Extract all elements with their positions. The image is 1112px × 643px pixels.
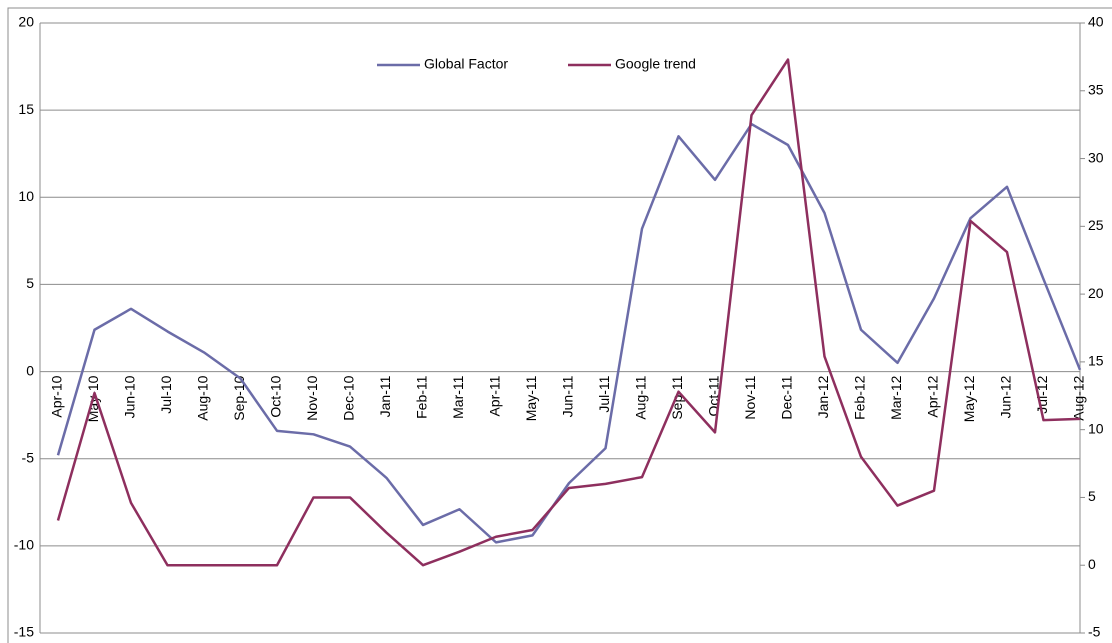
- x-tick-label: Aug-12: [1071, 375, 1087, 420]
- x-tick-label: Jun-10: [122, 375, 138, 418]
- x-tick-label: May-12: [961, 375, 977, 422]
- x-tick-label: Jan-12: [815, 375, 831, 418]
- y-tick-label: 10: [18, 188, 34, 204]
- x-tick-label: Nov-11: [742, 375, 758, 419]
- y2-tick-label: 40: [1088, 14, 1104, 30]
- x-tick-label: Dec-10: [341, 375, 357, 420]
- y-tick-label: 20: [18, 14, 34, 30]
- x-tick-label: Jul-10: [158, 375, 174, 413]
- y-tick-label: 5: [26, 275, 34, 291]
- x-tick-label: Jul-11: [596, 375, 612, 412]
- x-tick-label: Apr-12: [925, 375, 941, 417]
- x-tick-label: Feb-12: [852, 375, 868, 420]
- x-tick-label: Sep-10: [231, 375, 247, 420]
- y2-tick-label: 20: [1088, 285, 1104, 301]
- y2-tick-label: 15: [1088, 353, 1104, 369]
- y-tick-label: 15: [18, 101, 34, 117]
- x-tick-label: Jul-12: [1034, 375, 1050, 413]
- x-tick-label: Aug-11: [633, 375, 649, 419]
- x-tick-label: Apr-10: [49, 375, 65, 417]
- y-tick-label: -5: [22, 449, 35, 465]
- y2-tick-label: -5: [1088, 624, 1101, 640]
- x-tick-label: Oct-10: [268, 375, 284, 417]
- data-line: [56, 58, 1081, 567]
- x-tick-label: Dec-11: [779, 375, 795, 419]
- x-tick-label: May-11: [523, 375, 539, 421]
- y-tick-label: -10: [14, 537, 34, 553]
- x-tick-label: Aug-10: [195, 375, 211, 420]
- x-tick-label: Nov-10: [304, 375, 320, 420]
- legend-label: Google trend: [615, 56, 696, 72]
- y2-tick-label: 25: [1088, 217, 1104, 233]
- y2-tick-label: 0: [1088, 556, 1096, 572]
- x-tick-label: Mar-12: [888, 375, 904, 420]
- y2-tick-label: 5: [1088, 488, 1096, 504]
- legend-label: Global Factor: [424, 56, 508, 72]
- x-tick-label: Jan-11: [377, 375, 393, 417]
- chart-frame: [7, 7, 1112, 643]
- x-tick-label: Jun-12: [998, 375, 1014, 418]
- y2-tick-label: 30: [1088, 149, 1104, 165]
- x-tick-label: Apr-11: [487, 375, 503, 416]
- x-tick-label: Jun-11: [560, 375, 576, 417]
- data-line: [56, 122, 1082, 544]
- x-tick-label: Feb-11: [414, 375, 430, 419]
- y2-tick-label: 35: [1088, 81, 1104, 97]
- x-tick-label: Mar-11: [450, 375, 466, 419]
- y2-tick-label: 10: [1088, 420, 1104, 436]
- y-tick-label: -15: [14, 624, 34, 640]
- y-tick-label: 0: [26, 362, 34, 378]
